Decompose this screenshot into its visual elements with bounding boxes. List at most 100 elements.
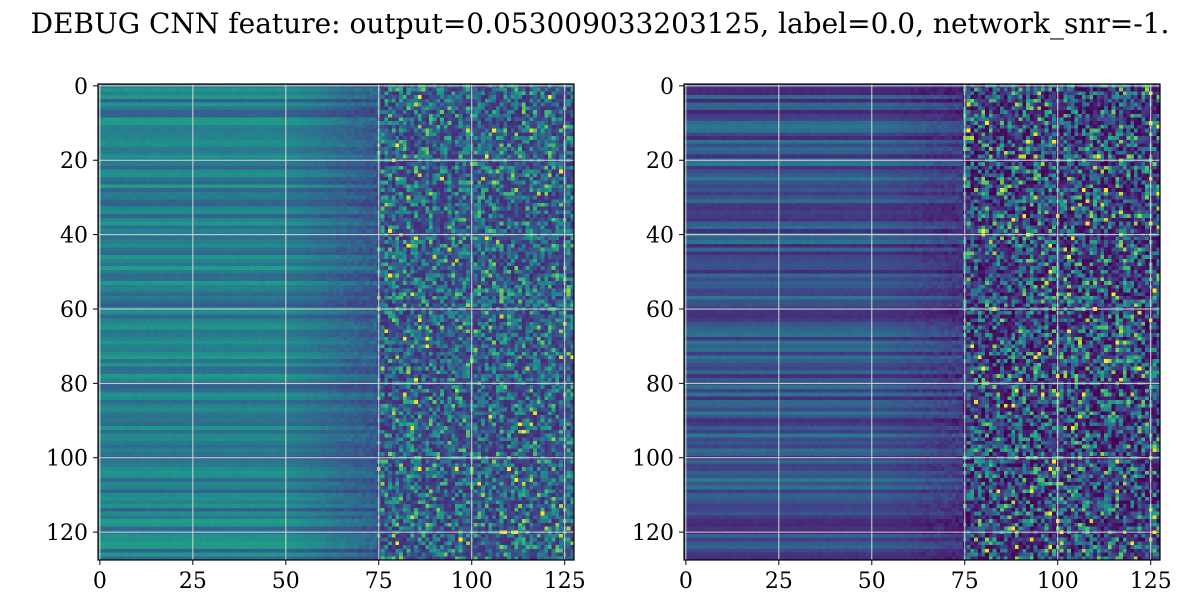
heatmap-cell xyxy=(257,225,263,230)
heatmap-cell xyxy=(484,195,489,200)
heatmap-cell xyxy=(131,143,136,148)
heatmap-cell xyxy=(306,136,311,141)
heatmap-cell xyxy=(440,195,445,200)
heatmap-cell xyxy=(109,203,114,208)
heatmap-cell xyxy=(291,102,296,107)
heatmap-cell xyxy=(142,124,147,130)
heatmap-cell xyxy=(380,128,385,133)
heatmap-cell xyxy=(503,91,508,96)
heatmap-cell xyxy=(510,128,515,133)
heatmap-cell xyxy=(488,180,493,185)
heatmap-cell xyxy=(235,184,240,189)
heatmap-cell xyxy=(440,98,445,103)
heatmap-cell xyxy=(499,117,504,122)
heatmap-cell xyxy=(120,184,125,189)
heatmap-cell xyxy=(481,87,486,92)
heatmap-cell xyxy=(458,221,463,226)
heatmap-cell xyxy=(462,221,467,226)
heatmap-cell xyxy=(399,180,404,185)
heatmap-cell xyxy=(447,143,452,148)
heatmap-cell xyxy=(414,180,419,185)
heatmap-cell xyxy=(354,214,359,219)
heatmap-cell xyxy=(231,91,236,96)
heatmap-cell xyxy=(217,203,222,208)
heatmap-cell xyxy=(570,128,575,133)
heatmap-cell xyxy=(265,203,270,208)
heatmap-cell xyxy=(466,191,471,196)
heatmap-cell xyxy=(425,98,430,103)
heatmap-cell xyxy=(217,113,222,118)
heatmap-cell xyxy=(306,217,311,222)
heatmap-cell xyxy=(187,136,192,141)
heatmap-cell xyxy=(224,199,229,204)
heatmap-cell xyxy=(399,162,404,167)
heatmap-cell xyxy=(254,225,259,230)
heatmap-cell xyxy=(142,128,147,133)
heatmap-cell xyxy=(499,121,504,126)
heatmap-cell xyxy=(555,132,560,137)
heatmap-cell xyxy=(354,176,359,182)
heatmap-cell xyxy=(328,173,333,178)
heatmap-cell xyxy=(135,217,140,222)
heatmap-cell xyxy=(358,214,363,219)
heatmap-cell xyxy=(484,214,489,219)
heatmap-cell xyxy=(176,217,181,222)
heatmap-cell xyxy=(246,195,251,200)
heatmap-cell xyxy=(369,117,374,122)
heatmap-cell xyxy=(309,154,315,159)
heatmap-cell xyxy=(239,98,244,103)
heatmap-cell xyxy=(458,87,463,92)
heatmap-cell xyxy=(369,165,374,170)
heatmap-cell xyxy=(495,143,501,148)
heatmap-cell xyxy=(350,173,355,178)
heatmap-cell xyxy=(172,150,177,156)
heatmap-cell xyxy=(276,147,281,152)
heatmap-cell xyxy=(406,98,411,103)
heatmap-cell xyxy=(272,154,277,159)
heatmap-cell xyxy=(127,117,132,122)
heatmap-cell xyxy=(280,191,285,196)
heatmap-cell xyxy=(265,136,270,141)
heatmap-cell xyxy=(533,136,538,141)
heatmap-cell xyxy=(243,221,248,226)
heatmap-cell xyxy=(324,191,329,196)
heatmap-cell xyxy=(388,191,393,196)
heatmap-cell xyxy=(514,128,519,133)
heatmap-cell xyxy=(339,128,344,133)
heatmap-cell xyxy=(228,98,233,103)
heatmap-cell xyxy=(265,188,270,193)
heatmap-cell xyxy=(295,221,300,226)
heatmap-cell xyxy=(209,128,214,133)
heatmap-cell xyxy=(536,132,541,137)
heatmap-cell xyxy=(466,176,471,182)
heatmap-cell xyxy=(514,110,519,115)
heatmap-cell xyxy=(239,95,244,100)
heatmap-cell xyxy=(172,117,177,122)
heatmap-cell xyxy=(484,188,489,193)
heatmap-cell xyxy=(101,184,106,189)
heatmap-cell xyxy=(187,180,192,185)
heatmap-cell xyxy=(269,162,274,167)
heatmap-cell xyxy=(473,106,478,111)
heatmap-cell xyxy=(172,139,177,144)
heatmap-cell xyxy=(544,225,549,230)
heatmap-cell xyxy=(343,217,348,222)
heatmap-cell xyxy=(388,162,393,167)
heatmap-cell xyxy=(295,217,300,222)
heatmap-cell xyxy=(536,169,541,174)
heatmap-cell xyxy=(570,121,575,126)
heatmap-cell xyxy=(153,176,158,182)
heatmap-cell xyxy=(447,206,452,211)
heatmap-cell xyxy=(142,210,147,215)
heatmap-cell xyxy=(414,143,419,148)
heatmap-cell xyxy=(287,191,292,196)
heatmap-cell xyxy=(432,124,437,130)
heatmap-cell xyxy=(518,128,523,133)
heatmap-cell xyxy=(521,206,527,211)
heatmap-cell xyxy=(332,143,337,148)
heatmap-cell xyxy=(373,214,378,219)
heatmap-cell xyxy=(172,203,177,208)
heatmap-cell xyxy=(302,176,307,182)
heatmap-cell xyxy=(391,136,396,141)
heatmap-cell xyxy=(488,113,493,118)
